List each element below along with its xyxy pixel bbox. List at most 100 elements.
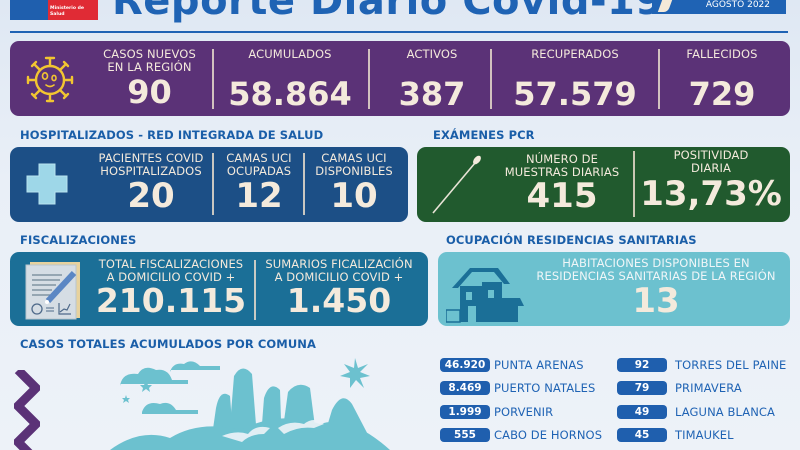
hospitalizados-card: PACIENTES COVID HOSPITALIZADOS 20 CAMAS …: [10, 147, 408, 222]
stat-label: CAMAS UCI: [321, 151, 387, 165]
comuna-count-badge: 46.920: [440, 358, 490, 372]
ministry-label-line1: Ministerio de: [50, 6, 85, 11]
stat-value: 12: [235, 176, 283, 216]
stat-label: FALLECIDOS: [686, 47, 758, 61]
stat-label: OCUPADAS: [226, 164, 292, 178]
stat-value: 10: [330, 176, 378, 216]
section-title-pcr: EXÁMENES PCR: [433, 128, 535, 142]
stat-positividad: POSITIVIDAD DIARIA 13,73%: [637, 148, 785, 214]
ministry-logo-blue: [10, 0, 48, 20]
stat-value: 1.450: [286, 281, 392, 320]
stat-value: 729: [688, 75, 756, 113]
stat-value: 387: [398, 75, 466, 113]
stat-label: A DOMICILIO COVID +: [274, 270, 404, 284]
comuna-row: 46.920 PUNTA ARENAS: [440, 357, 584, 373]
virus-icon: [26, 56, 74, 103]
comuna-name: LAGUNA BLANCA: [675, 405, 776, 419]
stat-value: 13,73%: [640, 174, 782, 214]
divider: [490, 49, 492, 109]
comuna-name: PUNTA ARENAS: [494, 358, 584, 372]
stat-fallecidos: FALLECIDOS 729: [662, 47, 782, 113]
stat-label: HOSPITALIZADOS: [100, 164, 202, 178]
stat-label: ACTIVOS: [406, 47, 458, 61]
divider: [254, 260, 256, 320]
stat-label: MUESTRAS DIARIAS: [504, 165, 620, 179]
summary-card: CASOS NUEVOS EN LA REGIÓN 90 ACUMULADOS …: [10, 41, 790, 116]
comuna-name: PORVENIR: [494, 405, 554, 419]
stat-casos-nuevos: CASOS NUEVOS EN LA REGIÓN 90: [92, 47, 207, 111]
stat-sumarios-fiscalizacion: SUMARIOS FICALIZACIÓN A DOMICILIO COVID …: [258, 257, 420, 320]
stat-label: A DOMICILIO COVID +: [106, 270, 236, 284]
stat-label: DISPONIBLES: [315, 164, 393, 178]
stat-label: HABITACIONES DISPONIBLES EN: [562, 256, 750, 270]
pcr-card: NÚMERO DE MUESTRAS DIARIAS 415 POSITIVID…: [417, 147, 790, 222]
divider: [303, 153, 305, 215]
stat-label: CASOS NUEVOS: [103, 47, 196, 61]
stat-activos: ACTIVOS 387: [372, 47, 492, 113]
zigzag-decoration-icon: [14, 370, 40, 450]
stat-label: POSITIVIDAD: [673, 148, 749, 162]
stat-muestras-diarias: NÚMERO DE MUESTRAS DIARIAS 415: [497, 152, 627, 216]
divider: [633, 151, 635, 217]
stat-label: ACUMULADOS: [248, 47, 332, 61]
section-title-comunas: CASOS TOTALES ACUMULADOS POR COMUNA: [20, 337, 317, 351]
comuna-name: CABO DE HORNOS: [494, 428, 603, 442]
comuna-row: 8.469 PUERTO NATALES: [440, 380, 595, 396]
stat-value: 20: [127, 176, 175, 216]
divider: [212, 153, 214, 215]
fiscalizaciones-card: TOTAL FISCALIZACIONES A DOMICILIO COVID …: [10, 252, 428, 326]
residencias-card: HABITACIONES DISPONIBLES EN RESIDENCIAS …: [438, 252, 790, 326]
stat-value: 90: [127, 73, 172, 111]
comuna-count-badge: 1.999: [440, 405, 490, 419]
ministry-logo-red: Ministerio de Salud: [48, 0, 98, 20]
comuna-count-badge: 45: [617, 428, 667, 442]
header-divider: [10, 31, 788, 33]
stat-value: 415: [526, 176, 598, 216]
swab-icon: [432, 155, 481, 214]
comuna-name: PRIMAVERA: [675, 381, 742, 395]
torres-del-paine-illustration-icon: [110, 358, 390, 450]
stat-pacientes-hospitalizados: PACIENTES COVID HOSPITALIZADOS 20: [90, 151, 212, 216]
comuna-row: 92 TORRES DEL PAINE: [617, 357, 786, 373]
comuna-row: 49 LAGUNA BLANCA: [617, 404, 775, 420]
stat-acumulados: ACUMULADOS 58.864: [215, 47, 365, 113]
divider: [212, 49, 214, 109]
stat-label: RECUPERADOS: [531, 47, 619, 61]
stat-habitaciones-disponibles: HABITACIONES DISPONIBLES EN RESIDENCIAS …: [528, 256, 784, 321]
comuna-count-badge: 49: [617, 405, 667, 419]
comuna-row: 1.999 PORVENIR: [440, 404, 553, 420]
stat-label: PACIENTES COVID: [98, 151, 204, 165]
comuna-row: 45 TIMAUKEL: [617, 427, 734, 443]
comuna-name: TORRES DEL PAINE: [675, 358, 787, 372]
section-title-hospitalizados: HOSPITALIZADOS - RED INTEGRADA DE SALUD: [20, 128, 324, 142]
stat-label: CAMAS UCI: [226, 151, 292, 165]
stat-label: TOTAL FISCALIZACIONES: [98, 257, 244, 271]
comuna-row: 79 PRIMAVERA: [617, 380, 742, 396]
section-title-residencias: OCUPACIÓN RESIDENCIAS SANITARIAS: [446, 233, 697, 247]
stat-uci-disponibles: CAMAS UCI DISPONIBLES 10: [306, 151, 402, 216]
page-title: Reporte Diario Covid-19: [112, 0, 664, 24]
comuna-name: PUERTO NATALES: [494, 381, 596, 395]
section-title-fiscalizaciones: FISCALIZACIONES: [20, 233, 137, 247]
stat-recuperados: RECUPERADOS 57.579: [495, 47, 655, 113]
stat-label: SUMARIOS FICALIZACIÓN: [265, 257, 413, 271]
stat-label: NÚMERO DE: [526, 152, 598, 166]
stat-value: 57.579: [513, 75, 637, 113]
medical-cross-icon: [26, 163, 68, 205]
stat-value: 58.864: [228, 75, 352, 113]
stat-uci-ocupadas: CAMAS UCI OCUPADAS 12: [215, 151, 303, 216]
comuna-count-badge: 79: [617, 381, 667, 395]
divider: [658, 49, 660, 109]
comuna-count-badge: 8.469: [440, 381, 490, 395]
ministry-label-line2: Salud: [50, 11, 65, 17]
date-badge: AGOSTO 2022: [652, 0, 786, 14]
stat-label: DIARIA: [691, 161, 731, 175]
stat-label: RESIDENCIAS SANITARIAS DE LA REGIÓN: [536, 269, 776, 283]
stat-value: 210.115: [95, 281, 247, 320]
stat-value: 13: [632, 281, 680, 321]
comuna-count-badge: 92: [617, 358, 667, 372]
comuna-count-badge: 555: [440, 428, 490, 442]
divider: [368, 49, 370, 109]
comuna-row: 555 CABO DE HORNOS: [440, 427, 602, 443]
house-icon: [446, 268, 524, 323]
